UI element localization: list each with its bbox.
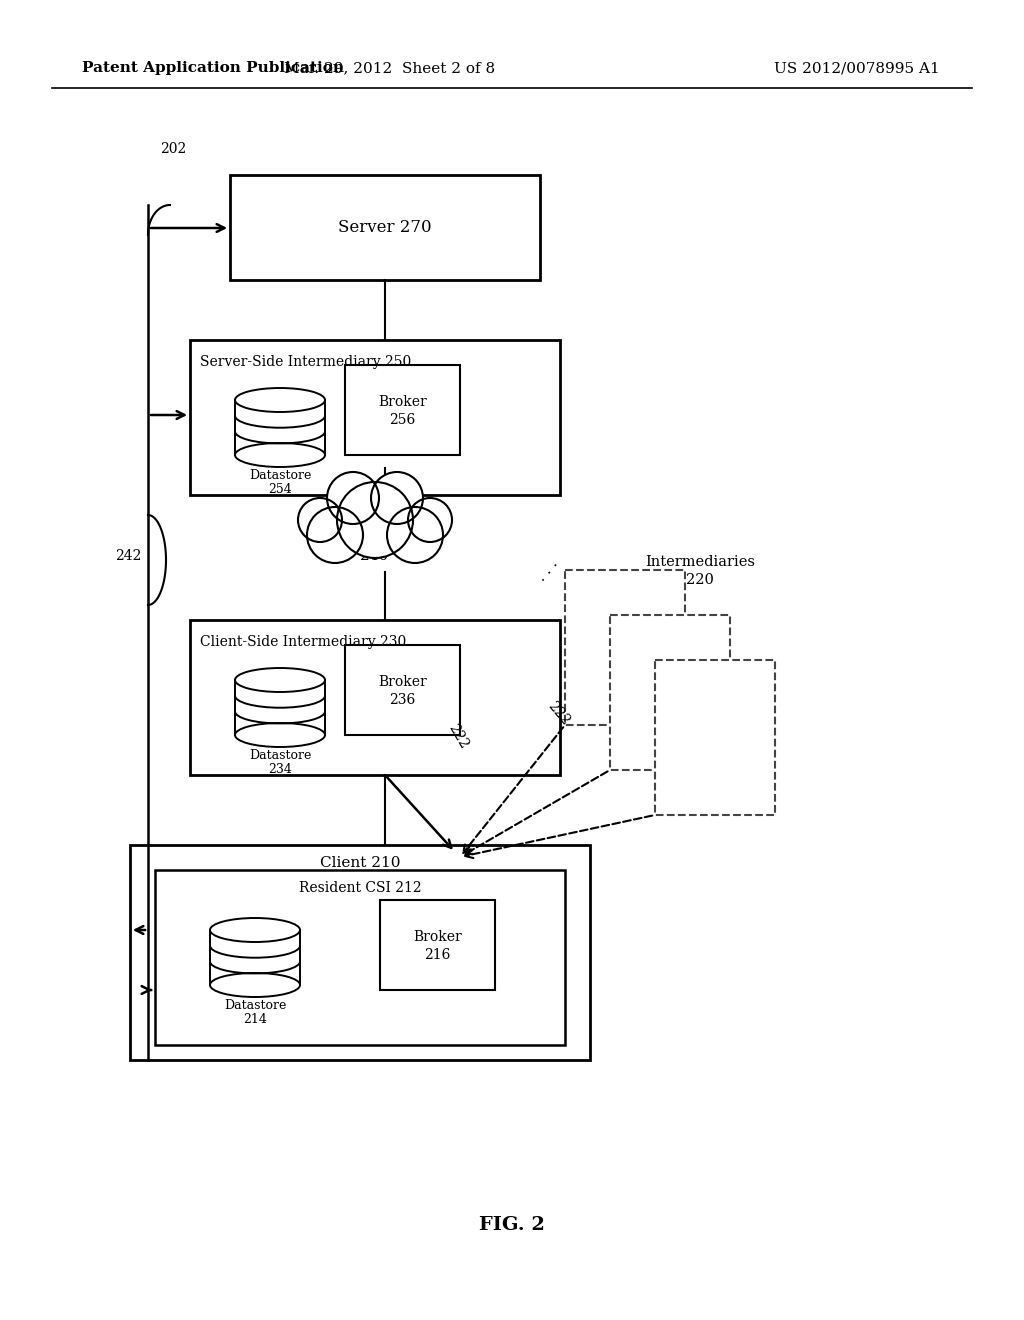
- Text: Datastore: Datastore: [224, 999, 286, 1012]
- Text: 220: 220: [686, 573, 714, 587]
- Bar: [230, 176, 540, 280]
- Text: Datastore: Datastore: [249, 748, 311, 762]
- Bar: [610, 615, 730, 770]
- Circle shape: [387, 507, 443, 564]
- Circle shape: [408, 498, 452, 543]
- Bar: [234, 680, 325, 735]
- Text: 216: 216: [424, 948, 451, 962]
- Text: Resident CSI 212: Resident CSI 212: [299, 880, 421, 895]
- Bar: [190, 341, 560, 495]
- Text: 256: 256: [389, 413, 416, 426]
- Circle shape: [307, 507, 362, 564]
- Ellipse shape: [210, 973, 300, 997]
- Text: Datastore: Datastore: [249, 469, 311, 482]
- Text: Server 270: Server 270: [338, 219, 432, 236]
- Text: Broker: Broker: [378, 675, 427, 689]
- Text: Client-Side Intermediary 230: Client-Side Intermediary 230: [200, 635, 407, 649]
- Text: WAN: WAN: [355, 531, 394, 545]
- Bar: [234, 400, 325, 455]
- Bar: [380, 900, 495, 990]
- Text: FIG. 2: FIG. 2: [479, 1216, 545, 1234]
- Bar: [345, 645, 460, 735]
- Text: 254: 254: [268, 483, 292, 496]
- Ellipse shape: [234, 388, 325, 412]
- Text: 240: 240: [360, 549, 389, 564]
- Text: Broker: Broker: [378, 395, 427, 409]
- Bar: [155, 870, 565, 1045]
- Text: 236: 236: [389, 693, 416, 708]
- Text: 202: 202: [160, 143, 186, 156]
- Text: Broker: Broker: [413, 931, 462, 944]
- Circle shape: [327, 473, 379, 524]
- Text: Client 210: Client 210: [319, 855, 400, 870]
- Circle shape: [298, 498, 342, 543]
- Text: Patent Application Publication: Patent Application Publication: [82, 61, 344, 75]
- Ellipse shape: [234, 444, 325, 467]
- Ellipse shape: [234, 668, 325, 692]
- Text: Server-Side Intermediary 250: Server-Side Intermediary 250: [200, 355, 412, 370]
- Text: 222: 222: [445, 721, 470, 751]
- Text: . . .: . . .: [535, 556, 561, 583]
- Text: Mar. 29, 2012  Sheet 2 of 8: Mar. 29, 2012 Sheet 2 of 8: [285, 61, 496, 75]
- Text: 242: 242: [115, 549, 141, 564]
- Circle shape: [371, 473, 423, 524]
- Circle shape: [337, 482, 413, 558]
- Ellipse shape: [234, 723, 325, 747]
- Text: US 2012/0078995 A1: US 2012/0078995 A1: [774, 61, 940, 75]
- Bar: [565, 570, 685, 725]
- Bar: [345, 366, 460, 455]
- Text: Intermediaries: Intermediaries: [645, 554, 755, 569]
- Ellipse shape: [210, 917, 300, 942]
- Text: 234: 234: [268, 763, 292, 776]
- Text: 214: 214: [243, 1012, 267, 1026]
- Bar: [130, 845, 590, 1060]
- Bar: [190, 620, 560, 775]
- Text: 222: 222: [545, 698, 572, 729]
- Bar: [655, 660, 775, 814]
- Bar: [210, 931, 300, 985]
